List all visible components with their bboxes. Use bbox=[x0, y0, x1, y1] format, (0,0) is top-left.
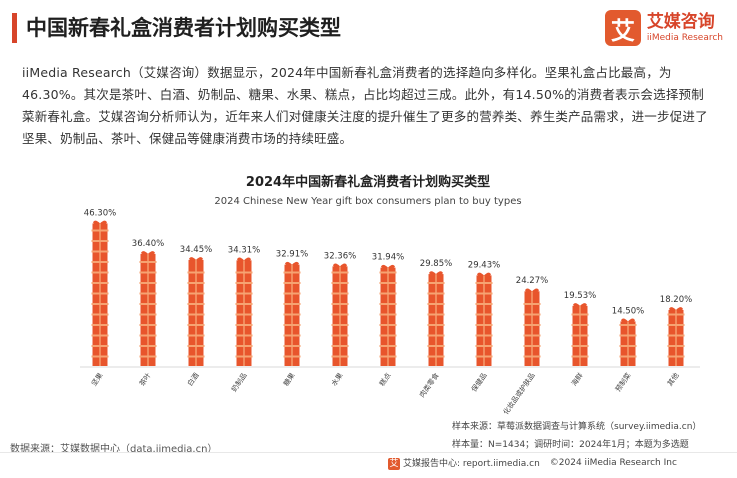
footer-brand-text: 艾媒报告中心: report.iimedia.cn bbox=[403, 459, 540, 469]
logo-text: 艾媒咨询 iiMedia Research bbox=[646, 11, 723, 44]
bar bbox=[523, 288, 541, 366]
page-title: 中国新春礼盒消费者计划购买类型 bbox=[26, 16, 341, 40]
logo-icon: 艾 bbox=[604, 10, 641, 46]
value-label: 29.85% bbox=[420, 259, 452, 269]
value-label: 14.50% bbox=[612, 306, 644, 316]
category-label: 水果 bbox=[329, 371, 344, 388]
category-label: 糕点 bbox=[377, 371, 392, 388]
summary-paragraph: iiMedia Research（艾媒咨询）数据显示，2024年中国新春礼盒消费… bbox=[22, 65, 708, 146]
category-label: 预制菜 bbox=[613, 371, 632, 393]
category-label: 奶制品 bbox=[229, 371, 248, 393]
bar bbox=[91, 220, 109, 366]
category-label: 坚果 bbox=[89, 371, 104, 388]
category-label: 保健品 bbox=[469, 371, 488, 393]
chart-title: 2024年中国新春礼盒消费者计划购买类型 bbox=[246, 174, 490, 190]
bar bbox=[379, 264, 397, 366]
bar bbox=[331, 263, 349, 366]
category-label: 糖果 bbox=[281, 371, 296, 388]
bar bbox=[475, 272, 493, 366]
footer-copyright: ©2024 iiMedia Research Inc bbox=[549, 458, 677, 468]
value-label: 34.45% bbox=[180, 245, 212, 255]
gift-box-bar-chart: 2024年中国新春礼盒消费者计划购买类型 2024 Chinese New Ye… bbox=[80, 174, 700, 416]
category-label: 化妆品或护肤品 bbox=[501, 371, 536, 416]
logo-en-text: iiMedia Research bbox=[646, 32, 723, 43]
bar bbox=[427, 271, 445, 366]
bar bbox=[571, 303, 589, 366]
title-accent-bar bbox=[12, 13, 17, 43]
value-label: 32.91% bbox=[276, 250, 308, 260]
value-label: 34.31% bbox=[228, 245, 260, 255]
value-label: 32.36% bbox=[324, 251, 356, 261]
bar bbox=[667, 307, 685, 366]
bar bbox=[187, 257, 205, 366]
footer-logo-icon: 艾 bbox=[388, 458, 400, 470]
data-source: 数据来源：艾媒数据中心（data.iimedia.cn） bbox=[10, 444, 218, 455]
value-label: 29.43% bbox=[468, 260, 500, 270]
footer-divider bbox=[0, 452, 737, 453]
bar bbox=[283, 261, 301, 366]
sample-info-note: 样本量：N=1434；调研时间：2024年1月；本题为多选题 bbox=[452, 440, 689, 450]
footer: 艾艾媒报告中心: report.iimedia.cn ©2024 iiMedia… bbox=[388, 456, 677, 470]
bar bbox=[235, 257, 253, 366]
value-label: 19.53% bbox=[564, 291, 596, 301]
category-label: 其他 bbox=[665, 371, 680, 388]
value-label: 36.40% bbox=[132, 239, 164, 249]
value-label: 24.27% bbox=[516, 276, 548, 286]
logo-cn-text: 艾媒咨询 bbox=[646, 11, 715, 32]
bar bbox=[139, 251, 157, 366]
value-label: 46.30% bbox=[84, 208, 116, 218]
footer-brand: 艾艾媒报告中心: report.iimedia.cn bbox=[388, 456, 540, 470]
brand-logo: 艾 艾媒咨询 iiMedia Research bbox=[604, 10, 723, 46]
bar bbox=[619, 318, 637, 366]
value-label: 18.20% bbox=[660, 295, 692, 305]
chart-subtitle: 2024 Chinese New Year gift box consumers… bbox=[214, 196, 521, 207]
category-label: 茶叶 bbox=[137, 371, 152, 388]
sample-source-note: 样本来源：草莓派数据调查与计算系统（survey.iimedia.cn） bbox=[452, 422, 702, 432]
value-label: 31.94% bbox=[372, 253, 404, 263]
category-label: 白酒 bbox=[185, 371, 200, 388]
category-label: 肉类零食 bbox=[417, 371, 440, 399]
category-label: 海鲜 bbox=[569, 371, 584, 388]
